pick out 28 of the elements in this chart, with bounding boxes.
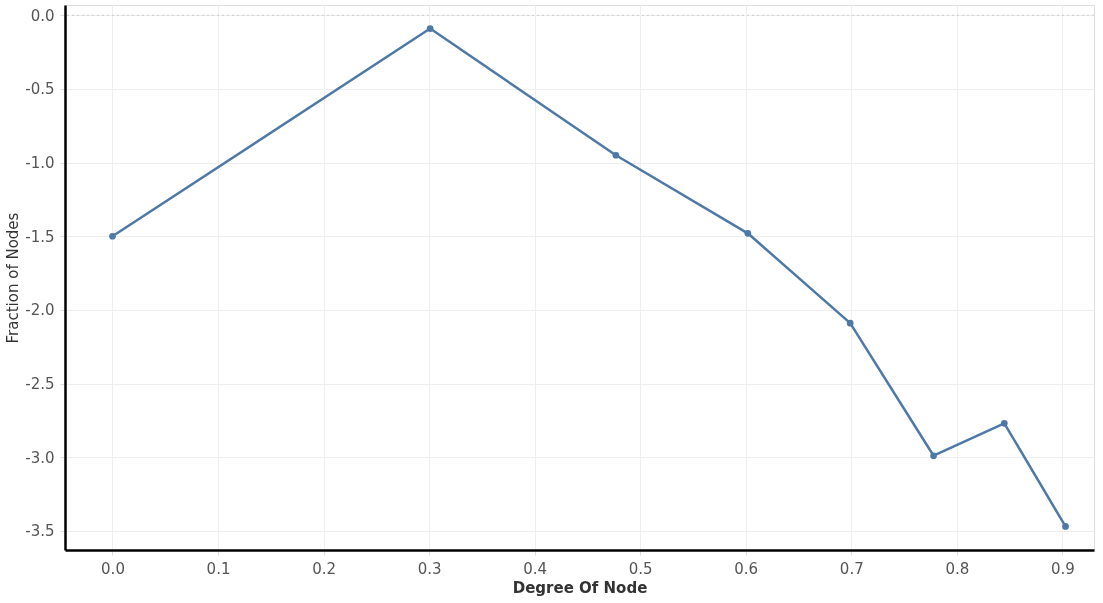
x-tick-label: 0.7 [839, 559, 864, 578]
point [930, 452, 937, 460]
y-tick-label: -3.5 [25, 522, 55, 541]
y-tick-label: -2.5 [25, 375, 55, 394]
y-tick-label: -3.0 [25, 448, 55, 467]
x-tick-label: 0.1 [206, 559, 231, 578]
x-axis-title: Degree Of Node [512, 578, 648, 597]
y-tick-label: 0.0 [30, 6, 55, 25]
point [109, 232, 116, 240]
x-tick-label: 0.5 [628, 559, 653, 578]
y-tick-label: -2.0 [25, 301, 55, 320]
point [1062, 523, 1069, 530]
y-tick-label: -1.5 [25, 227, 55, 246]
x-tick-label: 0.6 [734, 559, 759, 578]
y-tick-label: -1.0 [25, 154, 55, 173]
point [426, 25, 434, 32]
x-tick-label: 0.9 [1050, 559, 1075, 578]
x-tick-label: 0.4 [523, 559, 548, 578]
point [1000, 419, 1008, 427]
x-tick-label: 0.2 [312, 559, 336, 578]
x-tick-label: 0.3 [417, 559, 442, 578]
y-axis-title: Fraction of Nodes [4, 212, 23, 344]
y-tick-label: -0.5 [25, 80, 55, 99]
point [744, 229, 752, 237]
point [846, 319, 854, 327]
x-tick-label: 0.0 [101, 559, 125, 578]
point [612, 151, 620, 159]
x-tick-label: 0.8 [945, 559, 970, 578]
